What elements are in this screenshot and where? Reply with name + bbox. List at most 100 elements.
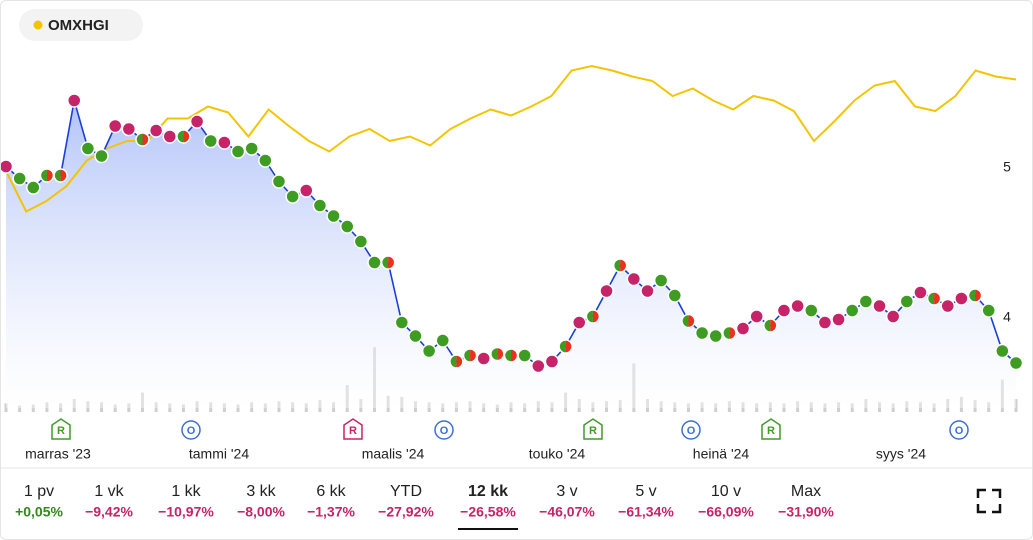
marker [121,121,137,137]
marker [203,133,218,149]
event-icon [583,418,603,440]
marker [858,294,874,309]
period-change: −9,42% [85,504,133,520]
period-button[interactable]: Max −31,90% [778,483,834,519]
marker [107,118,123,134]
x-tick-label: touko '24 [529,446,586,462]
period-button[interactable]: 1 pv +0,05% [15,483,63,519]
period-label: 6 kk [316,483,346,500]
legend-dot [33,20,43,30]
marker-outline [763,318,778,333]
marker [517,348,532,363]
period-label: 10 v [711,483,741,500]
fullscreen-icon[interactable] [976,488,1002,514]
marker [708,328,723,344]
marker [80,141,96,156]
price-area [6,100,1016,408]
volume-bar [181,404,185,412]
period-label: Max [791,483,821,500]
event-label: O [440,425,449,437]
period-button[interactable]: 3 v −46,07% [539,483,595,519]
marker [326,208,341,224]
volume-bar [495,404,499,412]
marker [981,303,996,318]
marker-outline [722,325,737,341]
period-change: −31,90% [778,504,834,520]
marker [408,328,423,344]
marker [476,351,491,366]
marker [995,343,1010,359]
marker [299,183,314,198]
marker [940,298,956,314]
period-button[interactable]: 1 kk −10,97% [158,483,214,519]
period-label: YTD [390,483,422,500]
marker-outline [449,354,464,369]
marker [776,303,792,318]
marker [1008,355,1024,371]
event-label: R [349,425,357,437]
period-change: −27,92% [378,504,434,520]
marker-outline [380,255,396,270]
period-button[interactable]: 10 v −66,09% [698,483,754,519]
period-change: −8,00% [237,504,285,520]
event-icon [681,420,701,440]
marker [544,354,560,369]
marker-outline [681,313,696,329]
event-icon [761,418,781,440]
period-label: 12 kk [468,483,508,500]
event-icon [949,420,969,440]
marker [230,144,246,159]
period-change: −46,07% [539,504,595,520]
period-change: +0,05% [15,504,63,520]
event-icon [434,420,454,440]
marker [653,273,669,288]
period-change: −66,09% [698,504,754,520]
marker [162,129,178,144]
marker [94,148,109,164]
event-label: R [589,425,597,437]
period-button[interactable]: 3 kk −8,00% [237,483,285,519]
marker [66,93,82,108]
period-label: 3 kk [246,483,276,500]
active-underline [458,528,518,530]
marker [885,309,901,324]
x-tick-label: maalis '24 [362,446,425,462]
marker [285,189,300,204]
period-button[interactable]: 12 kk −26,58% [458,483,518,530]
marker-outline [53,168,68,183]
marker [531,358,546,374]
index-line [5,64,1017,213]
marker [844,303,860,318]
marker [640,283,655,299]
legend-chip[interactable] [19,9,143,41]
x-tick-label: marras '23 [25,446,91,462]
marker [1,159,14,174]
marker [694,325,710,341]
event-label: R [767,425,775,437]
marker-outline [462,348,478,363]
event-label: O [187,425,196,437]
marker-outline [558,339,573,354]
period-label: 5 v [635,483,656,500]
marker [26,180,41,195]
period-button[interactable]: YTD −27,92% [378,483,434,519]
event-label: R [57,425,65,437]
y-tick-label: 5 [1003,159,1011,175]
marker [244,141,259,156]
period-button[interactable]: 6 kk −1,37% [307,483,355,519]
marker-outline [490,346,505,362]
marker [258,153,273,168]
marker-outline [585,309,601,324]
period-button[interactable]: 5 v −61,34% [618,483,674,519]
volume-bar [113,404,117,412]
marker [954,291,969,306]
marker [735,321,751,336]
y-tick-label: 4 [1003,309,1011,325]
event-icon [181,420,201,440]
marker [790,298,805,314]
marker [189,114,205,129]
marker [271,174,287,189]
period-button[interactable]: 1 vk −9,42% [85,483,133,519]
marker [667,288,683,303]
